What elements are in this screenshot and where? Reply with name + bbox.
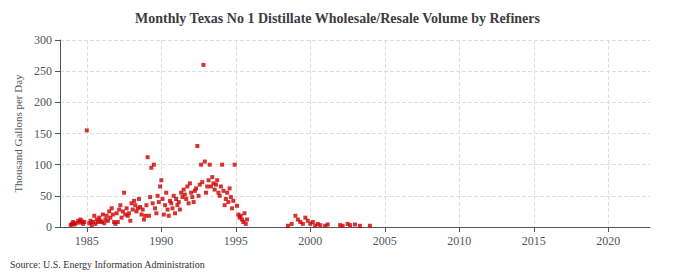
svg-text:200: 200 [34, 95, 52, 109]
svg-text:2005: 2005 [373, 234, 397, 248]
svg-text:1985: 1985 [75, 234, 99, 248]
svg-text:50: 50 [40, 189, 52, 203]
svg-text:300: 300 [34, 33, 52, 47]
svg-text:250: 250 [34, 64, 52, 78]
svg-text:0: 0 [46, 220, 52, 234]
svg-text:2015: 2015 [522, 234, 546, 248]
svg-text:2020: 2020 [596, 234, 620, 248]
svg-text:2000: 2000 [298, 234, 322, 248]
svg-text:Thousand Gallons per Day: Thousand Gallons per Day [12, 74, 24, 193]
svg-text:150: 150 [34, 127, 52, 141]
svg-text:1990: 1990 [149, 234, 173, 248]
svg-text:Monthly Texas No 1 Distillate: Monthly Texas No 1 Distillate Wholesale/… [135, 11, 541, 26]
svg-text:100: 100 [34, 158, 52, 172]
svg-text:Source: U.S. Energy Informatio: Source: U.S. Energy Information Administ… [10, 259, 205, 270]
svg-text:2010: 2010 [447, 234, 471, 248]
svg-text:1995: 1995 [224, 234, 248, 248]
